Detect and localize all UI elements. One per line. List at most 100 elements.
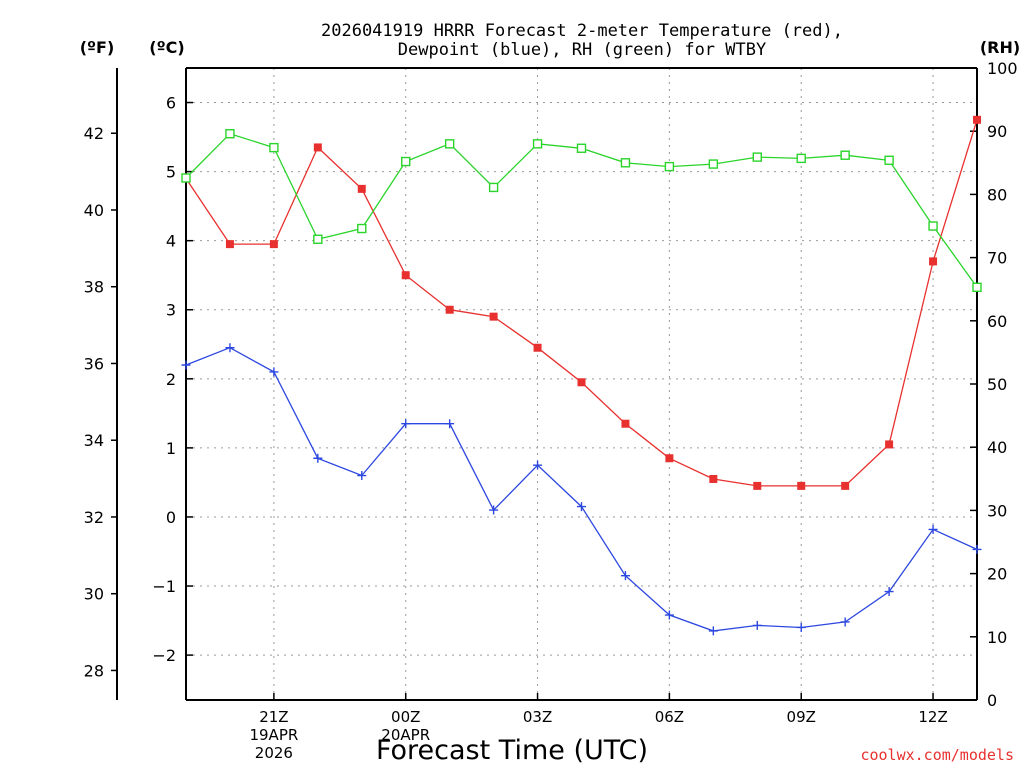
data-point — [753, 481, 762, 490]
rh-tick-label: 0 — [987, 691, 997, 710]
series-dewpoint — [181, 343, 982, 636]
data-point — [444, 139, 455, 149]
data-point — [752, 620, 762, 630]
fahrenheit-axis-ticks: 42 40 38 36 34 32 30 28 — [84, 124, 117, 680]
data-point — [840, 150, 850, 160]
chart-title-line-2: Dewpoint (blue), RH (green) for WTBY — [398, 40, 766, 60]
rh-tick-label: 10 — [987, 628, 1007, 647]
data-point — [708, 626, 718, 636]
fahrenheit-tick-label: 28 — [84, 661, 104, 680]
data-point — [357, 471, 367, 481]
data-point — [884, 587, 894, 597]
vertical-gridlines — [273, 68, 934, 700]
data-point — [797, 481, 806, 490]
data-point — [840, 617, 850, 627]
rh-tick-label: 40 — [987, 438, 1007, 457]
time-tick-label: 21Z — [259, 708, 288, 726]
rh-tick-label: 90 — [987, 122, 1007, 141]
chart-title-line-1: 2026041919 HRRR Forecast 2-meter Tempera… — [321, 21, 843, 41]
celsius-tick-label: 1 — [166, 439, 176, 458]
data-point — [796, 622, 806, 632]
data-point — [884, 155, 894, 165]
rh-tick-label: 80 — [987, 185, 1007, 204]
fahrenheit-tick-label: 30 — [84, 585, 104, 604]
data-point — [401, 271, 410, 280]
fahrenheit-tick-label: 36 — [84, 354, 104, 373]
data-point — [225, 129, 235, 139]
fahrenheit-tick-label: 32 — [84, 508, 104, 527]
rh-tick-label: 30 — [987, 501, 1007, 520]
data-point — [928, 221, 938, 231]
data-point — [225, 240, 234, 249]
time-tick-label: 00Z — [391, 708, 420, 726]
data-point — [665, 454, 674, 463]
data-point — [752, 152, 762, 162]
time-tick-label: 06Z — [655, 708, 684, 726]
data-point — [620, 571, 630, 581]
rh-tick-label: 70 — [987, 249, 1007, 268]
data-point — [621, 419, 630, 428]
data-point — [269, 240, 278, 249]
fahrenheit-tick-label: 38 — [84, 278, 104, 297]
time-tick-label: 03Z — [523, 708, 552, 726]
data-point — [972, 282, 982, 293]
data-point — [841, 481, 850, 490]
celsius-tick-label: 3 — [166, 301, 176, 320]
celsius-tick-label: 5 — [166, 163, 176, 182]
data-point — [269, 367, 279, 377]
data-point — [709, 474, 718, 483]
data-point — [532, 139, 543, 149]
celsius-axis-ticks: 6 5 4 3 2 1 0 −1 −2 — [152, 94, 193, 665]
data-point — [401, 419, 411, 429]
data-point — [533, 460, 543, 470]
rh-tick-label: 100 — [987, 59, 1018, 78]
rh-tick-label: 20 — [987, 565, 1007, 584]
series-layer — [181, 115, 982, 636]
data-point — [181, 360, 191, 370]
data-point — [489, 505, 499, 515]
data-point — [225, 343, 235, 353]
fahrenheit-unit-label: (ºF) — [80, 38, 115, 57]
x-axis-label: Forecast Time (UTC) — [376, 735, 648, 766]
data-point — [181, 173, 191, 183]
data-point — [313, 453, 323, 463]
data-point — [577, 502, 586, 512]
data-point — [620, 158, 631, 168]
data-point — [445, 305, 454, 314]
celsius-tick-label: 4 — [166, 232, 176, 251]
celsius-tick-label: −2 — [152, 646, 176, 665]
data-point — [313, 143, 322, 152]
data-point — [269, 142, 279, 153]
data-point — [489, 312, 498, 321]
data-point — [664, 610, 674, 620]
data-point — [488, 182, 499, 193]
celsius-tick-label: 2 — [166, 370, 176, 389]
celsius-unit-label: (ºC) — [149, 38, 184, 57]
data-point — [401, 156, 411, 167]
time-tick-label: 19APR — [249, 726, 298, 744]
data-point — [357, 184, 366, 193]
celsius-tick-label: 0 — [166, 508, 176, 527]
fahrenheit-tick-label: 40 — [84, 201, 104, 220]
data-point — [972, 544, 982, 554]
rh-tick-label: 60 — [987, 312, 1007, 331]
fahrenheit-tick-label: 42 — [84, 124, 104, 143]
time-tick-label: 2026 — [255, 744, 293, 762]
data-point — [796, 153, 806, 164]
rh-tick-label: 50 — [987, 375, 1007, 394]
time-tick-label: 12Z — [918, 708, 947, 726]
data-point — [533, 343, 542, 352]
celsius-tick-label: −1 — [152, 577, 176, 596]
data-point — [928, 524, 938, 534]
horizontal-gridlines — [186, 102, 977, 656]
data-point — [885, 440, 894, 449]
series-rh — [181, 129, 982, 293]
data-point — [664, 161, 675, 172]
data-point — [313, 234, 323, 244]
credit-text: coolwx.com/models — [860, 746, 1014, 764]
rh-unit-label: (RH) — [980, 38, 1020, 57]
data-point — [357, 223, 367, 234]
